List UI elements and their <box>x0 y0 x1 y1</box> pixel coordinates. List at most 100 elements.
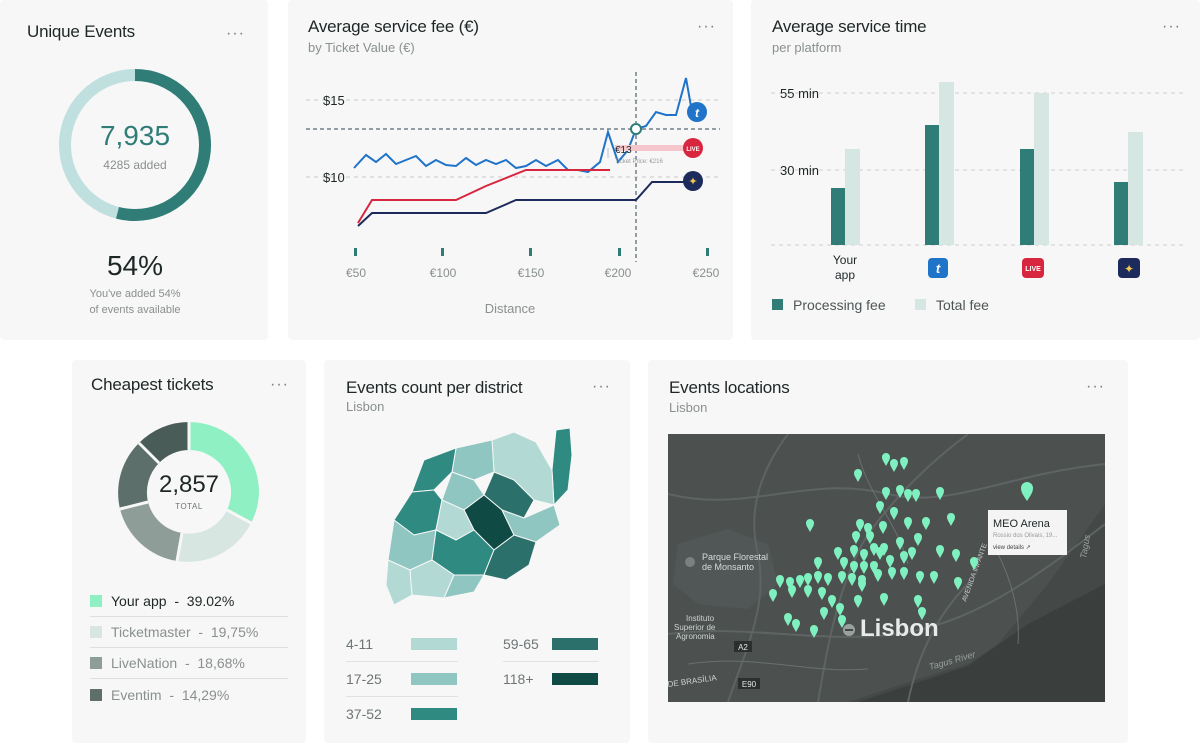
event-pin[interactable] <box>904 489 912 502</box>
event-pin[interactable] <box>866 531 874 544</box>
event-pin[interactable] <box>896 537 904 550</box>
event-pin[interactable] <box>848 573 856 586</box>
event-pin[interactable] <box>824 573 832 586</box>
event-pin[interactable] <box>880 543 888 556</box>
legend-swatch-processing <box>772 299 783 310</box>
series-livenation-line <box>357 169 610 224</box>
event-pin[interactable] <box>904 517 912 530</box>
map-land-dark <box>668 434 1105 702</box>
event-pin[interactable] <box>890 507 898 520</box>
more-options-icon[interactable]: ··· <box>270 376 289 393</box>
event-pin[interactable] <box>954 577 962 590</box>
event-pin[interactable] <box>952 549 960 562</box>
event-pin[interactable] <box>916 571 924 584</box>
event-pin[interactable] <box>834 547 842 560</box>
event-pin[interactable] <box>828 595 836 608</box>
event-pin[interactable] <box>860 561 868 574</box>
district-legend-swatch <box>552 673 598 685</box>
event-pin[interactable] <box>882 453 890 466</box>
event-pin[interactable] <box>930 571 938 584</box>
event-pin[interactable] <box>860 549 868 562</box>
event-pin[interactable] <box>854 469 862 482</box>
y-tick-label: 55 min <box>780 86 819 101</box>
legend-item-ticketmaster: Ticketmaster - 19,75% <box>90 617 288 648</box>
event-pin[interactable] <box>784 613 792 626</box>
event-pin[interactable] <box>796 575 804 588</box>
event-pin[interactable] <box>886 555 894 568</box>
event-pin[interactable] <box>914 533 922 546</box>
category-label-your-app: app <box>835 268 855 282</box>
event-pin[interactable] <box>806 519 814 532</box>
slice-livenation <box>120 502 182 561</box>
event-pin[interactable] <box>854 595 862 608</box>
event-pin[interactable] <box>814 557 822 570</box>
more-options-icon[interactable]: ··· <box>1162 18 1181 35</box>
selected-event-pin[interactable] <box>1021 482 1033 501</box>
service-fee-subtitle: by Ticket Value (€) <box>308 40 415 55</box>
event-pin[interactable] <box>900 457 908 470</box>
series-eventim-line <box>357 181 692 227</box>
event-pin[interactable] <box>890 459 898 472</box>
legend-value: 39.02% <box>186 593 235 609</box>
event-pin[interactable] <box>876 501 884 514</box>
event-pin[interactable] <box>864 523 872 536</box>
event-pin[interactable] <box>882 487 890 500</box>
legend-sep: - <box>169 686 175 703</box>
event-pin[interactable] <box>792 619 800 632</box>
event-pin[interactable] <box>804 573 812 586</box>
event-pin[interactable] <box>818 587 826 600</box>
hover-point[interactable] <box>630 123 642 135</box>
map-label-river-edge: Tagus <box>1078 533 1092 559</box>
event-pin[interactable] <box>786 577 794 590</box>
event-pin[interactable] <box>876 547 884 560</box>
event-pin[interactable] <box>840 557 848 570</box>
event-pin[interactable] <box>856 519 864 532</box>
more-options-icon[interactable]: ··· <box>697 18 716 35</box>
event-pin[interactable] <box>914 595 922 608</box>
event-pin[interactable] <box>852 531 860 544</box>
y-tick-label: $10 <box>323 170 345 185</box>
event-pin[interactable] <box>888 567 896 580</box>
popup-link[interactable]: view details ↗ <box>993 545 1031 551</box>
event-pin[interactable] <box>908 547 916 560</box>
event-pin[interactable] <box>870 561 878 574</box>
event-pin[interactable] <box>900 567 908 580</box>
events-map[interactable]: Parque Florestal de Monsanto Instituto S… <box>668 434 1105 702</box>
event-pin[interactable] <box>810 625 818 638</box>
bar-ticketmaster-total <box>939 82 954 245</box>
event-pin[interactable] <box>850 545 858 558</box>
event-pin[interactable] <box>838 615 846 628</box>
event-pin[interactable] <box>836 603 844 616</box>
event-pin[interactable] <box>970 557 978 570</box>
event-pin[interactable] <box>820 607 828 620</box>
event-pin[interactable] <box>788 585 796 598</box>
event-pin[interactable] <box>918 607 926 620</box>
event-pin[interactable] <box>870 543 878 556</box>
district-legend-swatch <box>552 638 598 650</box>
map-popup[interactable] <box>988 510 1067 555</box>
event-pin[interactable] <box>912 489 920 502</box>
more-options-icon[interactable]: ··· <box>592 378 611 395</box>
more-options-icon[interactable]: ··· <box>1086 378 1105 395</box>
x-tick-label: €250 <box>693 266 720 280</box>
event-pin[interactable] <box>947 513 955 526</box>
event-pin[interactable] <box>880 593 888 606</box>
event-pin[interactable] <box>896 485 904 498</box>
event-pin[interactable] <box>838 571 846 584</box>
event-pin[interactable] <box>814 571 822 584</box>
event-pin[interactable] <box>922 517 930 530</box>
event-pin[interactable] <box>769 589 777 602</box>
event-pin[interactable] <box>858 579 866 592</box>
event-pin[interactable] <box>936 545 944 558</box>
event-pin[interactable] <box>879 521 887 534</box>
event-pin[interactable] <box>804 585 812 598</box>
more-options-icon[interactable]: ··· <box>226 25 245 42</box>
slice-your-app-b <box>227 492 259 523</box>
bar-your-app-total <box>845 149 860 245</box>
event-pin[interactable] <box>936 487 944 500</box>
event-pin[interactable] <box>900 551 908 564</box>
ticketmaster-badge-label: t <box>695 106 700 120</box>
event-pin[interactable] <box>874 569 882 582</box>
event-pin[interactable] <box>850 561 858 574</box>
event-pin[interactable] <box>776 575 784 588</box>
